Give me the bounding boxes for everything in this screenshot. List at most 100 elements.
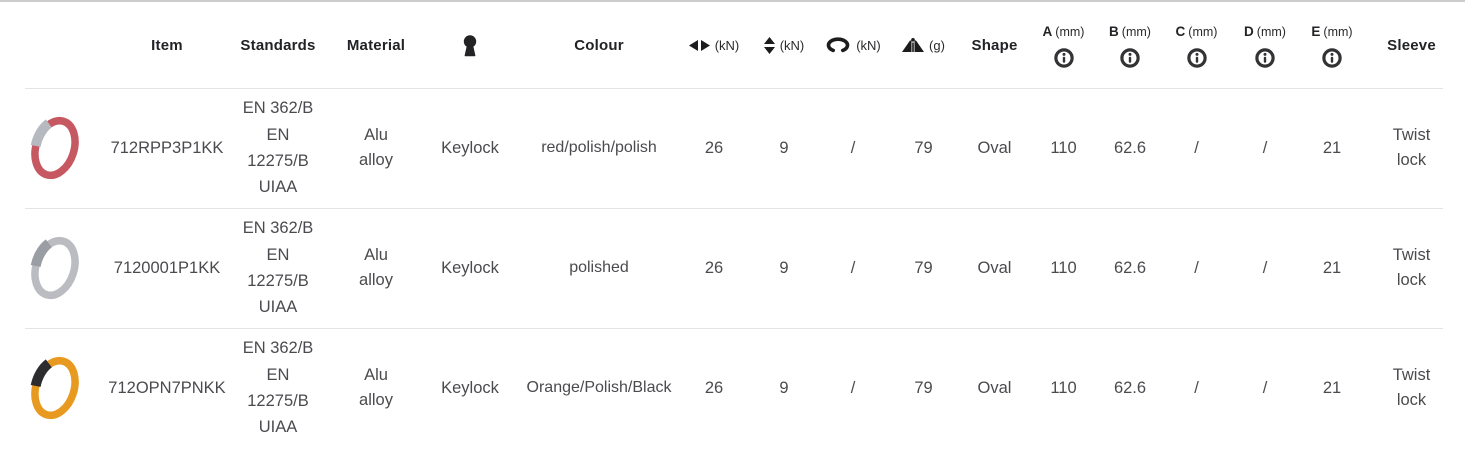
dim-c-unit: (mm) <box>1188 24 1218 39</box>
up-down-arrows-icon <box>763 36 775 54</box>
cell-dim-e: 21 <box>1322 378 1342 397</box>
cell-dim-a: 110 <box>1050 258 1077 277</box>
header-major-axis-strength: (kN) <box>678 2 750 88</box>
cell-dim-a: 110 <box>1050 378 1077 397</box>
header-item: Item <box>110 2 224 88</box>
dim-b-unit: (mm) <box>1121 24 1151 39</box>
cell-dim-d: / <box>1262 258 1268 277</box>
left-right-arrows-icon <box>688 39 710 51</box>
dim-e-unit: (mm) <box>1323 24 1353 39</box>
dim-e-label: E <box>1311 23 1321 39</box>
header-material-label: Material <box>346 36 406 54</box>
cell-standards: EN 362/B EN 12275/B UIAA <box>242 99 314 197</box>
carabiner-product-image <box>25 226 85 310</box>
cell-weight-g: 79 <box>914 138 933 157</box>
cell-shape: Oval <box>977 258 1012 277</box>
cell-dim-c: / <box>1194 138 1199 157</box>
minor-axis-unit: (kN) <box>779 37 805 53</box>
header-dim-d: D (mm) <box>1230 2 1300 88</box>
cell-colour: Orange/Polish/Black <box>526 379 672 396</box>
header-standards: Standards <box>224 2 332 88</box>
cell-minor-axis-kn: 9 <box>779 138 789 157</box>
header-minor-axis-strength: (kN) <box>750 2 818 88</box>
cell-dim-b: 62.6 <box>1113 378 1147 397</box>
cell-colour: polished <box>569 259 629 276</box>
cell-major-axis-kn: 26 <box>704 378 724 397</box>
cell-colour: red/polish/polish <box>541 139 657 156</box>
cell-material: Alu alloy <box>359 126 393 169</box>
carabiner-product-image <box>25 106 85 190</box>
header-sleeve-label: Sleeve <box>1387 36 1436 54</box>
weight-icon <box>902 37 925 53</box>
cell-weight-g: 79 <box>914 378 933 397</box>
carabiner-spec-table: Item Standards Material Colour (kN) <box>0 0 1465 448</box>
table-header: Item Standards Material Colour (kN) <box>0 2 1465 88</box>
header-standards-label: Standards <box>240 36 316 54</box>
cell-photo <box>0 88 110 208</box>
header-item-label: Item <box>151 36 183 54</box>
header-gate-type <box>420 2 520 88</box>
table-row: 712RPP3P1KK EN 362/B EN 12275/B UIAA Alu… <box>0 88 1465 208</box>
header-shape-label: Shape <box>971 36 1018 54</box>
header-photo <box>0 2 110 88</box>
cell-dim-d: / <box>1262 378 1268 397</box>
cell-item: 712RPP3P1KK <box>110 138 224 157</box>
cell-dim-c: / <box>1194 378 1199 397</box>
table-row: 7120001P1KK EN 362/B EN 12275/B UIAA Alu… <box>0 208 1465 328</box>
dim-d-label: D <box>1244 23 1254 39</box>
weight-unit: (g) <box>929 37 945 53</box>
header-material: Material <box>332 2 420 88</box>
dim-a-unit: (mm) <box>1055 24 1085 39</box>
cell-material: Alu alloy <box>359 366 393 409</box>
dim-d-info-icon[interactable] <box>1255 47 1275 68</box>
cell-sleeve: Twist lock <box>1392 126 1431 169</box>
major-axis-unit: (kN) <box>714 37 740 53</box>
dim-d-unit: (mm) <box>1256 24 1286 39</box>
cell-dim-c: / <box>1194 258 1199 277</box>
carabiner-product-image <box>25 346 85 430</box>
cell-major-axis-kn: 26 <box>704 258 724 277</box>
dim-c-label: C <box>1175 23 1186 39</box>
table-row: 712OPN7PNKK EN 362/B EN 12275/B UIAA Alu… <box>0 328 1465 448</box>
cell-open-gate-kn: / <box>850 258 856 277</box>
keyhole-icon <box>460 34 480 57</box>
cell-standards: EN 362/B EN 12275/B UIAA <box>242 219 314 317</box>
cell-material: Alu alloy <box>359 246 393 289</box>
cell-sleeve: Twist lock <box>1392 366 1431 409</box>
dim-e-info-icon[interactable] <box>1322 47 1342 68</box>
cell-dim-b: 62.6 <box>1113 138 1147 157</box>
header-colour: Colour <box>520 2 678 88</box>
cell-minor-axis-kn: 9 <box>779 378 789 397</box>
open-gate-icon <box>825 37 851 53</box>
cell-standards: EN 362/B EN 12275/B UIAA <box>242 339 314 437</box>
cell-dim-b: 62.6 <box>1113 258 1147 277</box>
header-dim-c: C (mm) <box>1163 2 1230 88</box>
header-dim-a: A (mm) <box>1030 2 1097 88</box>
cell-shape: Oval <box>977 138 1012 157</box>
cell-shape: Oval <box>977 378 1012 397</box>
cell-minor-axis-kn: 9 <box>779 258 789 277</box>
cell-gate-type: Keylock <box>441 258 499 277</box>
header-weight: (g) <box>888 2 959 88</box>
dim-c-info-icon[interactable] <box>1186 47 1207 68</box>
cell-weight-g: 79 <box>914 258 933 277</box>
cell-item: 712OPN7PNKK <box>108 378 226 397</box>
dim-b-label: B <box>1109 23 1119 39</box>
cell-gate-type: Keylock <box>441 138 499 157</box>
dim-a-info-icon[interactable] <box>1053 47 1074 68</box>
dim-a-label: A <box>1042 23 1053 39</box>
cell-open-gate-kn: / <box>850 138 856 157</box>
header-sleeve: Sleeve <box>1364 2 1459 88</box>
cell-photo <box>0 208 110 328</box>
header-shape: Shape <box>959 2 1030 88</box>
cell-photo <box>0 328 110 448</box>
cell-sleeve: Twist lock <box>1392 246 1431 289</box>
cell-dim-a: 110 <box>1050 138 1077 157</box>
open-gate-unit: (kN) <box>856 37 881 53</box>
header-dim-e: E (mm) <box>1300 2 1364 88</box>
dim-b-info-icon[interactable] <box>1120 47 1140 68</box>
cell-gate-type: Keylock <box>441 378 499 397</box>
cell-item: 7120001P1KK <box>113 258 221 277</box>
header-dim-b: B (mm) <box>1097 2 1163 88</box>
cell-major-axis-kn: 26 <box>704 138 724 157</box>
